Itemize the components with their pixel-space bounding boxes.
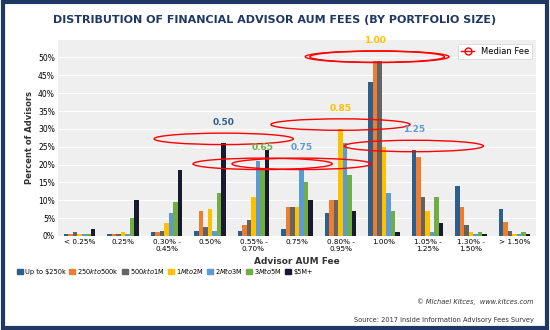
Y-axis label: Percent of Advisors: Percent of Advisors	[25, 91, 34, 184]
Bar	[164, 223, 169, 236]
Bar	[474, 234, 478, 236]
Bar	[73, 232, 77, 236]
Bar	[508, 231, 512, 236]
Text: 0.65: 0.65	[252, 143, 274, 152]
Bar	[107, 234, 112, 236]
Bar	[194, 231, 199, 236]
Bar	[169, 213, 173, 236]
Bar	[421, 197, 425, 236]
Bar	[372, 61, 377, 236]
Bar	[430, 232, 434, 236]
Bar	[151, 232, 155, 236]
Text: Source: 2017 Inside Information Advisory Fees Survey: Source: 2017 Inside Information Advisory…	[354, 317, 534, 323]
Bar	[521, 232, 526, 236]
Bar	[352, 211, 356, 236]
Bar	[434, 197, 439, 236]
Text: 0.50: 0.50	[213, 118, 235, 127]
Bar	[68, 234, 73, 236]
Bar	[464, 225, 469, 236]
Bar	[343, 143, 348, 236]
Bar	[517, 234, 521, 236]
Bar	[439, 223, 443, 236]
Bar	[382, 147, 386, 236]
Text: © Michael Kitces,  www.kitces.com: © Michael Kitces, www.kitces.com	[417, 299, 534, 305]
Bar	[368, 82, 372, 236]
Bar	[86, 234, 91, 236]
Bar	[222, 143, 226, 236]
Bar	[217, 193, 222, 236]
Bar	[503, 222, 508, 236]
Bar	[256, 161, 260, 236]
Bar	[91, 229, 96, 236]
Text: 1.00: 1.00	[364, 36, 386, 45]
Bar	[395, 232, 400, 236]
Bar	[309, 200, 313, 236]
Bar	[455, 186, 460, 236]
Bar	[281, 229, 285, 236]
Bar	[304, 182, 309, 236]
Bar	[238, 231, 242, 236]
Bar	[178, 170, 183, 236]
Bar	[469, 232, 474, 236]
Bar	[251, 197, 256, 236]
Bar	[77, 234, 82, 236]
Bar	[116, 234, 120, 236]
Bar	[265, 150, 269, 236]
Bar	[155, 232, 160, 236]
Bar	[203, 227, 208, 236]
Bar	[290, 207, 295, 236]
Text: 0.75: 0.75	[290, 143, 312, 152]
Bar	[324, 213, 329, 236]
Bar	[260, 168, 265, 236]
Bar	[391, 211, 395, 236]
Bar	[208, 209, 212, 236]
Bar	[134, 200, 139, 236]
Bar	[63, 234, 68, 236]
Bar	[334, 200, 338, 236]
Bar	[425, 211, 430, 236]
Bar	[338, 129, 343, 236]
Bar	[526, 234, 531, 236]
Bar	[386, 193, 391, 236]
Bar	[416, 157, 421, 236]
Bar	[130, 218, 134, 236]
Legend: Up to $250k, $250k to $500k, $500k to $1M, $1M to $2M, $2M to $3M, $3M to $5M, $: Up to $250k, $250k to $500k, $500k to $1…	[14, 263, 316, 279]
Bar	[160, 231, 164, 236]
Bar	[299, 168, 304, 236]
Bar	[482, 234, 487, 236]
X-axis label: Advisor AUM Fee: Advisor AUM Fee	[254, 257, 340, 266]
Bar	[125, 234, 130, 236]
Bar	[246, 220, 251, 236]
Text: DISTRIBUTION OF FINANCIAL ADVISOR AUM FEES (BY PORTFOLIO SIZE): DISTRIBUTION OF FINANCIAL ADVISOR AUM FE…	[53, 15, 497, 25]
Bar	[295, 207, 299, 236]
Text: 0.85: 0.85	[329, 104, 351, 113]
Bar	[82, 234, 86, 236]
Text: 1.25: 1.25	[403, 125, 425, 134]
Legend: Median Fee: Median Fee	[458, 44, 532, 59]
Bar	[173, 202, 178, 236]
Bar	[329, 200, 334, 236]
Bar	[285, 207, 290, 236]
Bar	[348, 175, 352, 236]
Bar	[120, 232, 125, 236]
Bar	[242, 225, 246, 236]
Bar	[112, 234, 116, 236]
Bar	[212, 231, 217, 236]
Bar	[199, 211, 203, 236]
Bar	[411, 150, 416, 236]
Bar	[460, 207, 464, 236]
Bar	[512, 234, 517, 236]
Bar	[377, 61, 382, 236]
Bar	[498, 209, 503, 236]
Bar	[478, 232, 482, 236]
